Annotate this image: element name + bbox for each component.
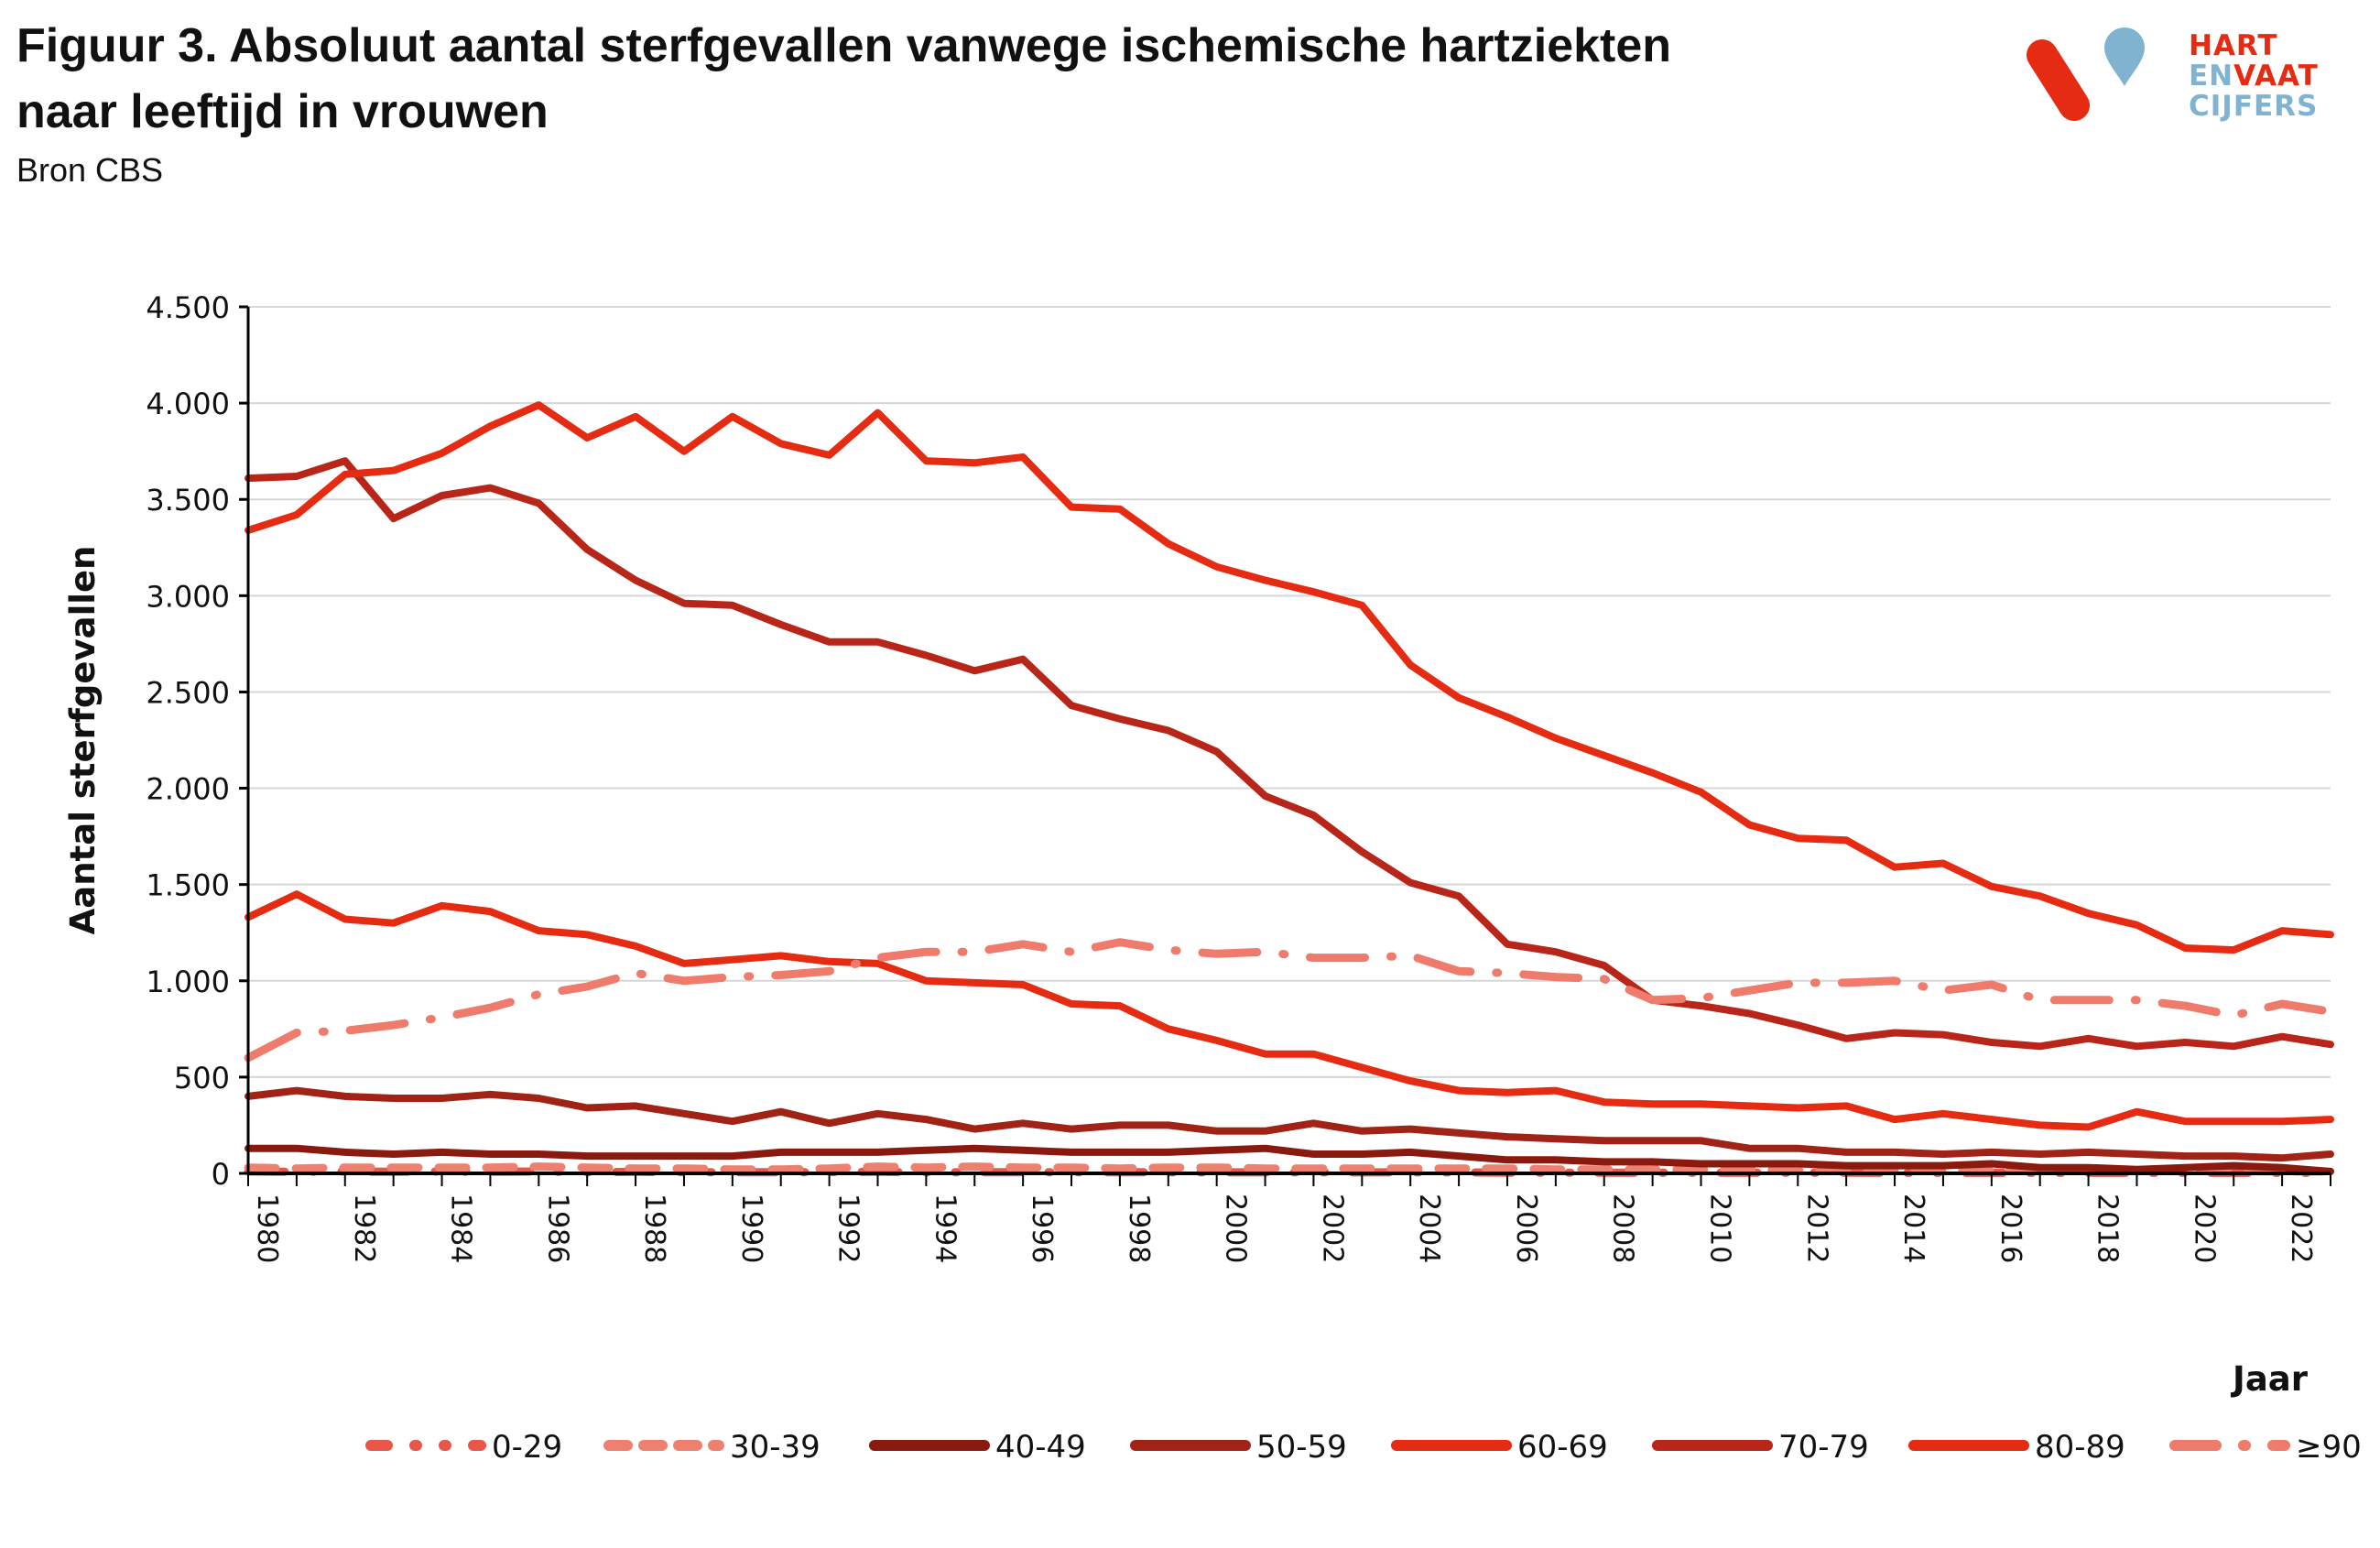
x-tick-label: 1980 — [251, 1194, 283, 1263]
legend-label: 50-59 — [1256, 1429, 1347, 1466]
y-tick-label: 3.000 — [146, 579, 230, 614]
axes: 0 500 1.000 1.500 2.000 2.500 3.000 3.500 4.000 4… — [146, 290, 2331, 1263]
gridlines — [248, 306, 2331, 1078]
legend-label: 80-89 — [2035, 1429, 2125, 1466]
series-line-80-89 — [245, 401, 2334, 954]
legend: 0-29 30-39 40-49 50-59 60-69 70-79 80-89 ≥90 — [365, 1429, 2362, 1466]
x-axis-label: Jaar — [2230, 1359, 2309, 1399]
x-tick-label: 2010 — [1704, 1194, 1736, 1263]
x-tick-label: 2004 — [1413, 1194, 1445, 1263]
y-tick-label: 1.000 — [146, 965, 230, 999]
logo-line-3: CIJFERS — [2189, 90, 2319, 123]
x-tick-label: 2016 — [1994, 1194, 2027, 1263]
x-tick-label: 1996 — [1026, 1194, 1058, 1263]
x-tick-label: 2018 — [2092, 1194, 2124, 1263]
x-tick-label: 2014 — [1897, 1194, 1929, 1263]
x-tick-label: 1984 — [445, 1194, 477, 1263]
y-tick-label: 1.500 — [146, 868, 230, 903]
x-tick-label: 2002 — [1316, 1194, 1348, 1263]
title-line-1: Figuur 3. Absoluut aantal sterfgevallen … — [16, 19, 1672, 72]
series-line-70-79 — [245, 457, 2334, 1051]
logo-line-1: HART — [2189, 29, 2278, 62]
legend-label: 0-29 — [492, 1429, 562, 1466]
y-tick-label: 500 — [174, 1061, 230, 1096]
legend-label: ≥90 — [2296, 1429, 2362, 1466]
legend-label: 40-49 — [995, 1429, 1086, 1466]
y-tick-label: 4.500 — [146, 290, 230, 325]
logo-vaat: VAAT — [2233, 60, 2319, 93]
x-tick-label: 2022 — [2285, 1194, 2317, 1263]
x-tick-label: 2006 — [1510, 1194, 1542, 1263]
series-line-40-49 — [245, 1144, 2334, 1175]
x-tick-label: 1986 — [541, 1194, 573, 1263]
hartenvaat-logo-icon — [2027, 27, 2145, 121]
y-tick-label: 3.500 — [146, 483, 230, 518]
title-line-2: naar leeftijd in vrouwen — [16, 85, 549, 138]
x-tick-label: 2000 — [1220, 1194, 1252, 1263]
y-tick-label: 4.000 — [146, 387, 230, 421]
legend-label: 60-69 — [1517, 1429, 1608, 1466]
series-line-60-69 — [245, 890, 2334, 1131]
logo-text: HART ENVAAT CIJFERS — [2189, 31, 2319, 122]
y-tick-label: 2.500 — [146, 675, 230, 710]
x-tick-label: 1990 — [735, 1194, 767, 1263]
x-tick-label: 2020 — [2188, 1194, 2220, 1263]
x-tick-label: 1982 — [348, 1194, 380, 1263]
x-tick-label: 1998 — [1123, 1194, 1155, 1263]
x-tick-label: 1988 — [638, 1194, 670, 1263]
y-axis-label: Aantal sterfgevallen — [63, 546, 103, 935]
legend-label: 30-39 — [730, 1429, 821, 1466]
x-tick-label: 2008 — [1607, 1194, 1639, 1263]
y-tick-label: 2.000 — [146, 772, 230, 807]
y-tick-label: 0 — [212, 1157, 230, 1192]
logo-en: EN — [2189, 60, 2234, 93]
series-line-50-59 — [245, 1086, 2334, 1162]
logo-line-2: ENVAAT — [2189, 61, 2319, 92]
x-tick-label: 2012 — [1800, 1194, 1832, 1263]
legend-label: 70-79 — [1778, 1429, 1869, 1466]
series-line-30-39 — [244, 1162, 2335, 1176]
x-tick-label: 1994 — [929, 1194, 961, 1263]
source-label: Bron CBS — [16, 151, 164, 189]
x-tick-label: 1992 — [832, 1194, 864, 1263]
series-line-≥90 — [244, 938, 2335, 1063]
chart-title: Figuur 3. Absoluut aantal sterfgevallen … — [16, 13, 1671, 145]
chart-header: Figuur 3. Absoluut aantal sterfgevallen … — [16, 13, 1671, 191]
